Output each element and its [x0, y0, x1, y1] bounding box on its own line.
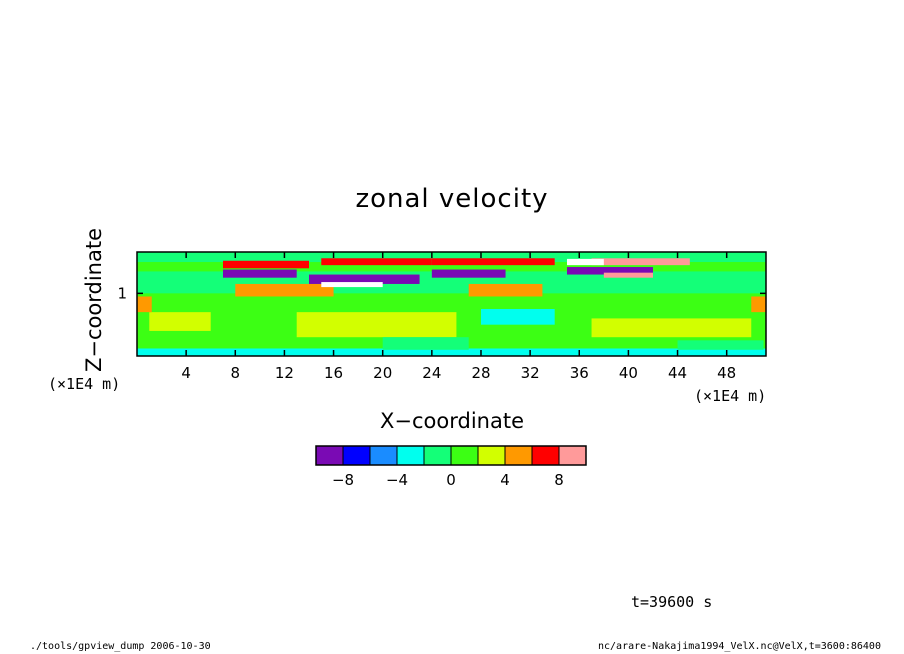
colorbar-swatch [396, 445, 425, 466]
heatmap-region [591, 258, 690, 266]
colorbar-tick-label: 4 [500, 471, 510, 489]
heatmap-region [566, 267, 653, 275]
heatmap-region [431, 258, 555, 266]
y-axis-unit: (×1E4 m) [48, 375, 121, 393]
heatmap-region [235, 283, 334, 297]
colorbar-tick-label: 0 [446, 471, 456, 489]
colorbar-swatch [369, 445, 398, 466]
colorbar-frame [315, 445, 587, 466]
x-tick-label: 4 [181, 364, 191, 382]
heatmap-region [137, 348, 766, 356]
chart-title: zonal velocity [355, 184, 549, 214]
x-tick-label: 16 [324, 364, 343, 382]
y-tick-label: 1 [117, 284, 127, 302]
footer-data-file: nc/arare-Nakajima1994_VelX.nc@VelX,t=360… [598, 641, 881, 652]
heatmap-region [321, 258, 432, 266]
heatmap-region [222, 269, 297, 278]
time-annotation: t=39600 s [631, 593, 713, 611]
colorbar-swatch [342, 445, 371, 466]
colorbar-tick-label: −4 [386, 471, 408, 489]
heatmap-region [321, 282, 383, 288]
heatmap-region [149, 312, 211, 331]
heatmap-region [677, 340, 764, 350]
heatmap-region [480, 309, 555, 325]
colorbar-tick-label: −8 [332, 471, 354, 489]
colorbar-swatch [315, 445, 344, 466]
colorbar-swatch [504, 445, 533, 466]
heatmap-region [603, 272, 653, 278]
x-axis-unit: (×1E4 m) [694, 387, 767, 405]
heatmap-region [566, 258, 604, 266]
heatmap-region [222, 260, 309, 269]
colorbar-tick-label: 8 [554, 471, 564, 489]
heatmap-region [296, 312, 457, 338]
x-tick-label: 20 [373, 364, 392, 382]
heatmap-region [137, 296, 152, 313]
colorbar-swatch [450, 445, 479, 466]
heatmap-region [591, 318, 752, 338]
x-tick-label: 8 [231, 364, 241, 382]
x-axis-label: X−coordinate [380, 409, 524, 433]
x-tick-label: 44 [668, 364, 687, 382]
colorbar-swatch [531, 445, 560, 466]
heatmap-region [431, 269, 506, 278]
heatmap-region [382, 337, 469, 350]
heatmap-region [308, 274, 420, 284]
colorbar-swatch [423, 445, 452, 466]
x-tick-label: 40 [619, 364, 638, 382]
colorbar-swatch [558, 445, 587, 466]
x-tick-label: 36 [570, 364, 589, 382]
footer-source-command: ./tools/gpview_dump 2006-10-30 [30, 641, 211, 652]
plot-frame [136, 251, 767, 357]
x-tick-label: 48 [717, 364, 736, 382]
x-tick-label: 12 [275, 364, 294, 382]
x-tick-label: 32 [521, 364, 540, 382]
heatmap-region [137, 252, 766, 263]
heatmap-region [751, 296, 766, 313]
colorbar-swatch [477, 445, 506, 466]
x-tick-label: 24 [422, 364, 441, 382]
heatmap-region [468, 283, 543, 297]
x-tick-label: 28 [471, 364, 490, 382]
